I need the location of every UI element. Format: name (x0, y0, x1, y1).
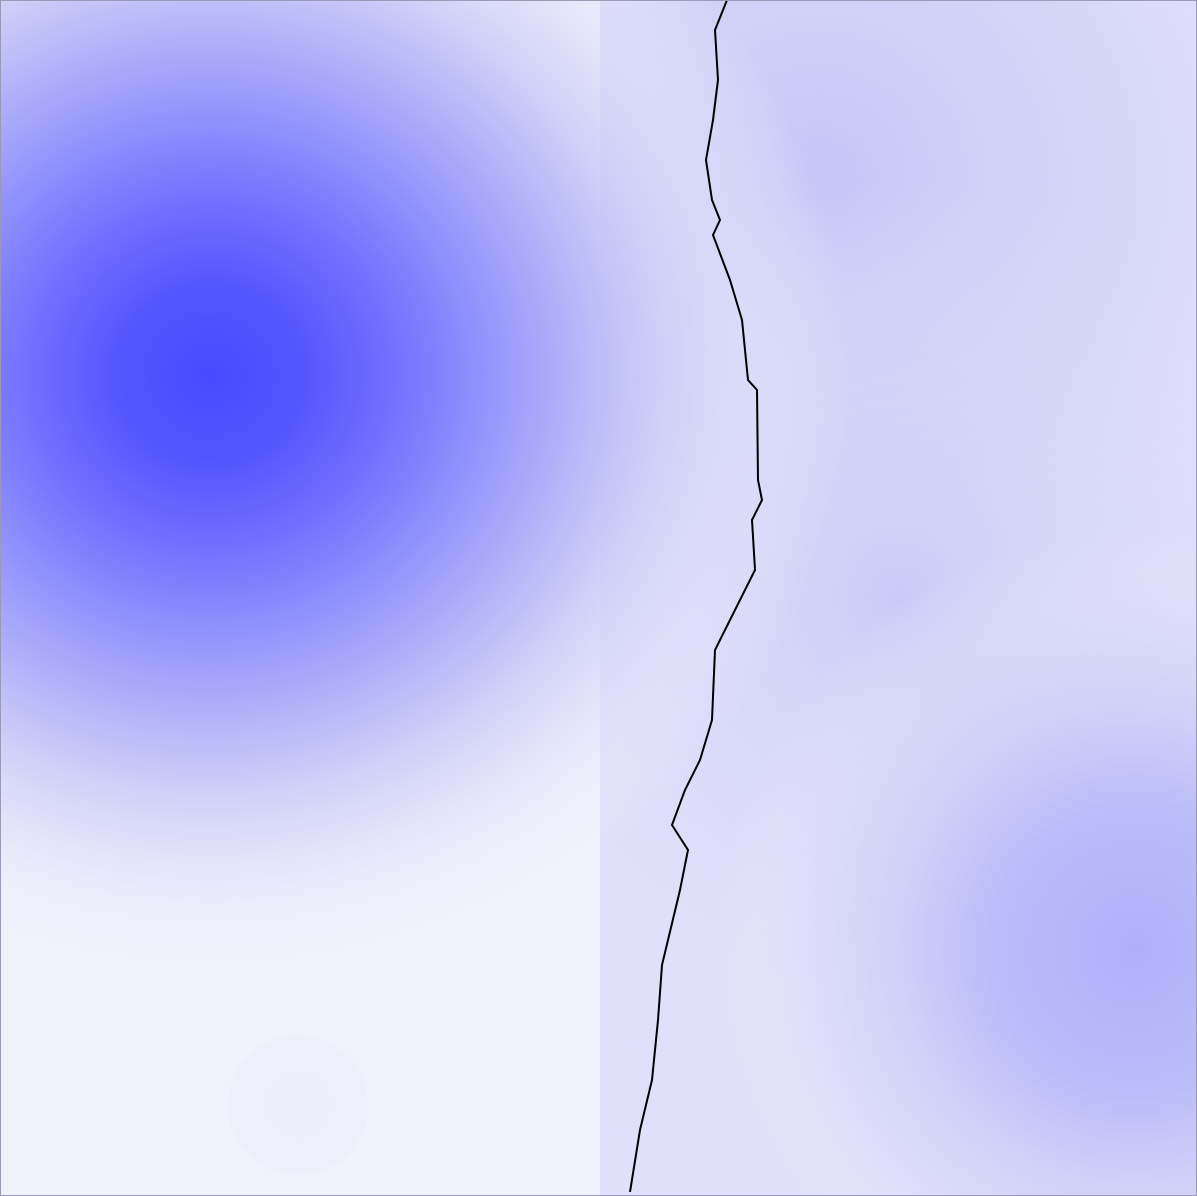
small-density (228, 1035, 368, 1175)
decision-boundary (629, 0, 764, 1193)
